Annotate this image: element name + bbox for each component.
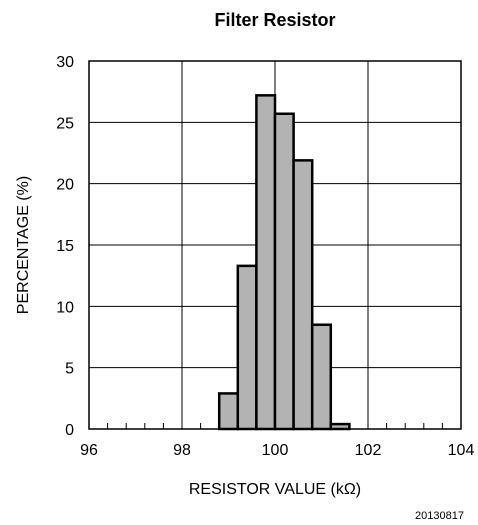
histogram-bar-4 — [292, 159, 314, 431]
x-tick-label-4: 104 — [448, 442, 475, 459]
figure-number: 20130817 — [415, 510, 464, 522]
y-tick-label-5: 25 — [56, 115, 74, 132]
histogram-bar-1 — [236, 264, 258, 431]
histogram-bar-5 — [310, 323, 333, 431]
histogram-bar-0 — [217, 392, 240, 431]
chart-title: Filter Resistor — [214, 10, 335, 30]
histogram-bar-3 — [273, 112, 295, 431]
x-tick-label-1: 98 — [173, 442, 191, 459]
ticks-layer — [88, 423, 462, 429]
y-tick-label-3: 15 — [56, 238, 74, 255]
x-tick-label-3: 102 — [355, 442, 382, 459]
histogram-bar-2 — [255, 94, 277, 431]
y-axis-label: PERCENTAGE (%) — [15, 176, 32, 314]
x-axis-label: RESISTOR VALUE (kΩ) — [189, 481, 361, 498]
bars-layer — [217, 94, 351, 431]
y-tick-label-1: 5 — [65, 361, 74, 378]
y-tick-label-4: 20 — [56, 177, 74, 194]
x-tick-label-0: 96 — [80, 442, 98, 459]
tick-labels-layer: 96 98 100 102 104 0 5 10 15 20 25 30 — [56, 54, 474, 459]
x-tick-label-2: 100 — [262, 442, 289, 459]
y-tick-label-6: 30 — [56, 54, 74, 71]
y-tick-label-2: 10 — [56, 299, 74, 316]
y-tick-label-0: 0 — [65, 422, 74, 439]
